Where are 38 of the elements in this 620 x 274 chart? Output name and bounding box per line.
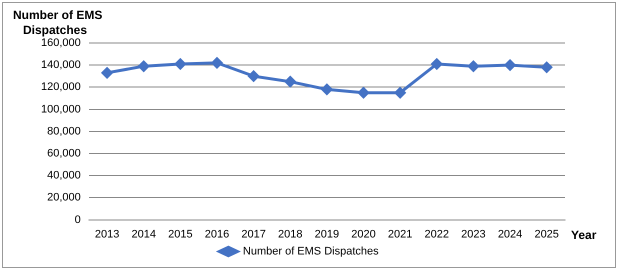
point bbox=[358, 87, 370, 98]
y-axis-title: Number of EMS Dispatches bbox=[13, 8, 102, 38]
x-tick-label: 2018 bbox=[278, 228, 302, 240]
x-tick-label: 2015 bbox=[168, 228, 193, 240]
point bbox=[504, 60, 516, 71]
x-tick-label: 2022 bbox=[424, 228, 450, 240]
x-tick-label: 2014 bbox=[131, 228, 156, 240]
point bbox=[211, 57, 222, 68]
x-tick-label: 2016 bbox=[204, 228, 230, 240]
x-tick-label: 2017 bbox=[241, 228, 266, 240]
point bbox=[394, 87, 406, 98]
x-tick-label: 2019 bbox=[314, 228, 340, 240]
x-tick-label: 2023 bbox=[461, 228, 486, 240]
y-tick-label: 100,000 bbox=[40, 103, 81, 116]
point bbox=[541, 62, 552, 73]
y-tick-label: 0 bbox=[74, 214, 81, 226]
point bbox=[431, 58, 442, 70]
x-tick-label: 2013 bbox=[94, 228, 120, 240]
x-tick-label: 2025 bbox=[534, 228, 559, 240]
y-tick-label: 120,000 bbox=[40, 81, 81, 94]
point bbox=[468, 60, 479, 72]
y-tick-label: 80,000 bbox=[47, 125, 81, 138]
legend-label: Number of EMS Dispatches bbox=[242, 246, 380, 258]
x-axis-title: Year bbox=[571, 228, 596, 242]
point bbox=[248, 70, 260, 82]
point bbox=[321, 84, 332, 95]
point bbox=[174, 58, 186, 70]
y-tick-label: 40,000 bbox=[47, 170, 81, 182]
y-tick-label: 60,000 bbox=[47, 148, 81, 160]
y-tick-label: 20,000 bbox=[47, 192, 81, 204]
y-tick-label: 140,000 bbox=[40, 59, 81, 72]
y-tick-label: 160,000 bbox=[40, 37, 81, 50]
point bbox=[102, 67, 113, 78]
x-tick-label: 2024 bbox=[498, 228, 522, 240]
point bbox=[284, 76, 296, 88]
point bbox=[138, 60, 150, 72]
x-tick-label: 2021 bbox=[388, 228, 412, 240]
x-tick-label: 2020 bbox=[351, 228, 376, 240]
